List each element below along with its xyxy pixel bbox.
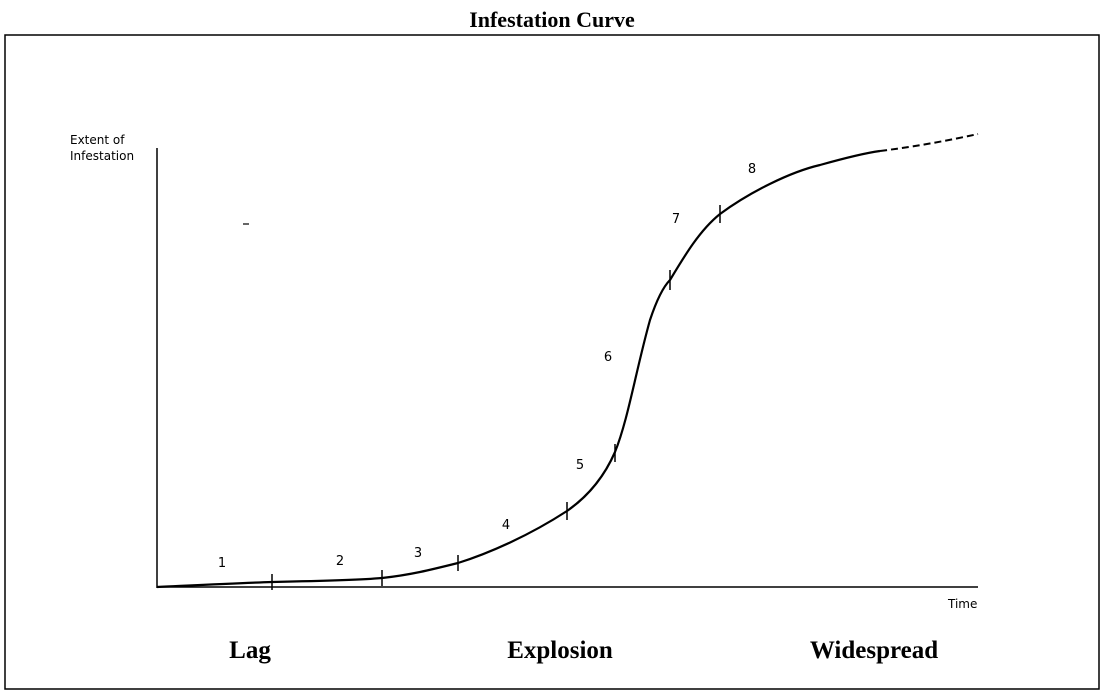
stage-label: 6	[604, 350, 612, 365]
y-axis-label: Extent of	[70, 133, 125, 147]
phase-label: Lag	[229, 637, 271, 664]
stage-label: 3	[414, 546, 422, 561]
stage-label: 7	[672, 212, 680, 227]
stage-label: 1	[218, 556, 226, 571]
stage-label: 5	[576, 458, 584, 473]
x-axis-label: Time	[947, 597, 977, 611]
phase-label: Widespread	[810, 637, 938, 664]
infestation-curve	[156, 149, 881, 589]
phase-label: Explosion	[507, 637, 613, 664]
frame	[4, 34, 1100, 690]
stage-label: 2	[336, 554, 344, 569]
title: Infestation Curve	[469, 7, 635, 32]
stage-label: 4	[502, 518, 510, 533]
y-axis-label: Infestation	[70, 149, 134, 163]
stage-dividers	[271, 205, 721, 590]
stage-label: 8	[748, 162, 756, 177]
projected-curve	[879, 133, 979, 152]
